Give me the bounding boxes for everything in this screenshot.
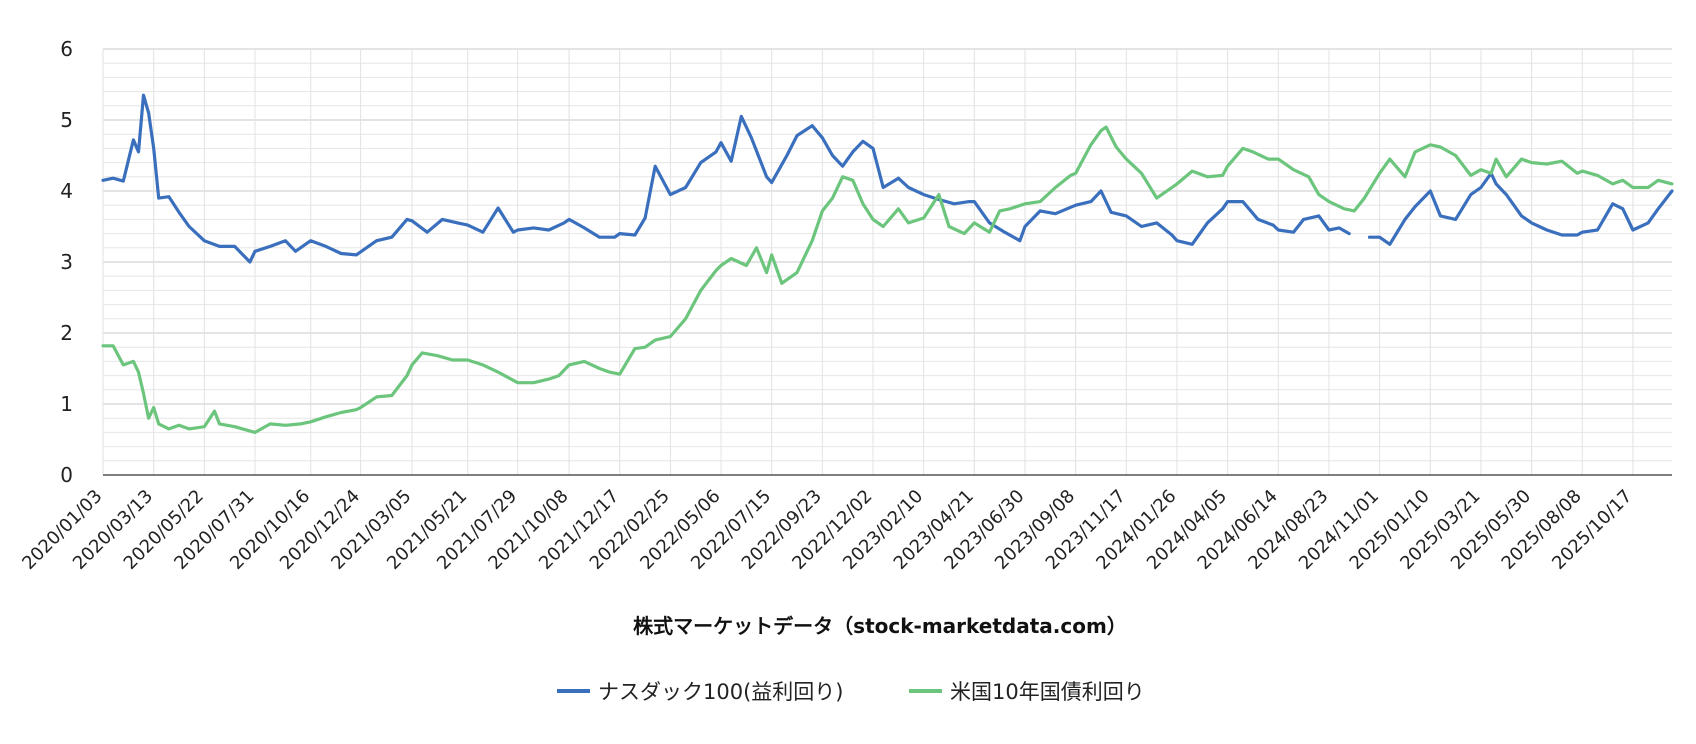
- series-line-nasdaq100: [101, 93, 1674, 264]
- y-tick-label: 4: [60, 179, 73, 203]
- y-tick-label: 1: [60, 392, 73, 416]
- y-tick-label: 6: [60, 37, 73, 61]
- y-axis-ticks: 0 1 2 3 4 5 6: [60, 37, 73, 487]
- y-tick-label: 3: [60, 250, 73, 274]
- series-lines: [101, 93, 1674, 434]
- legend: ナスダック100(益利回り) 米国10年国債利回り: [557, 680, 1145, 704]
- y-tick-label: 0: [60, 463, 73, 487]
- series-line-us10y: [101, 125, 1674, 434]
- x-axis-ticks: 2020/01/032020/03/132020/05/222020/07/31…: [18, 486, 1636, 574]
- grid: [102, 48, 1672, 476]
- legend-label-nasdaq: ナスダック100(益利回り): [598, 680, 843, 704]
- y-tick-label: 5: [60, 108, 73, 132]
- legend-label-us10y: 米国10年国債利回り: [950, 680, 1145, 704]
- y-tick-label: 2: [60, 321, 73, 345]
- x-axis-label: 株式マーケットデータ（stock-marketdata.com）: [633, 614, 1127, 638]
